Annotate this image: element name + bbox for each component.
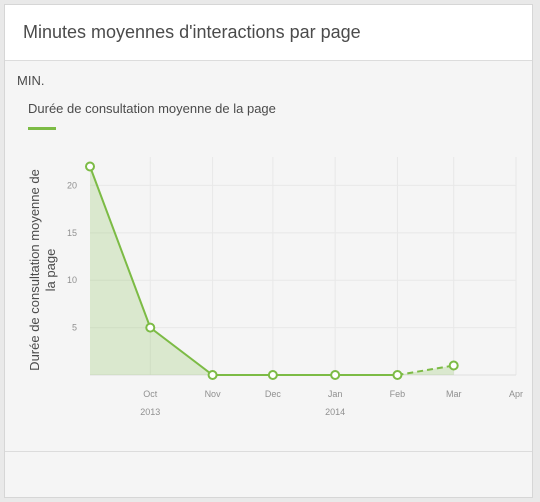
x-tick-label: Mar bbox=[446, 389, 462, 399]
data-point bbox=[448, 360, 459, 371]
unit-label: MIN. bbox=[17, 73, 45, 88]
x-tick-year-label: 2014 bbox=[325, 407, 345, 417]
data-point bbox=[330, 370, 341, 380]
legend-label: Durée de consultation moyenne de la page bbox=[28, 101, 276, 116]
series-area bbox=[90, 166, 454, 375]
data-point bbox=[267, 370, 278, 380]
y-axis-title-line-2: la page bbox=[43, 249, 58, 292]
y-axis-title: Durée de consultation moyenne de la page bbox=[27, 169, 58, 371]
y-tick-label: 10 bbox=[67, 275, 77, 285]
y-tick-label: 15 bbox=[67, 228, 77, 238]
x-tick-year-label: 2013 bbox=[140, 407, 160, 417]
x-tick-label: Oct bbox=[143, 389, 158, 399]
card-footer bbox=[5, 451, 532, 452]
data-point bbox=[85, 161, 95, 172]
card-title: Minutes moyennes d'interactions par page bbox=[23, 22, 361, 42]
chart-legend: Durée de consultation moyenne de la page bbox=[28, 101, 276, 130]
data-point bbox=[145, 322, 156, 333]
y-tick-label: 20 bbox=[67, 180, 77, 190]
x-tick-label: Jan bbox=[328, 389, 343, 399]
chart-card: Minutes moyennes d'interactions par page bbox=[4, 4, 533, 498]
y-axis-title-line-1: Durée de consultation moyenne de bbox=[27, 169, 42, 371]
legend-swatch bbox=[28, 127, 56, 130]
x-tick-label: Feb bbox=[390, 389, 406, 399]
x-tick-label: Dec bbox=[265, 389, 282, 399]
series-line bbox=[89, 166, 398, 376]
card-header: Minutes moyennes d'interactions par page bbox=[5, 5, 532, 61]
x-tick-label: Apr bbox=[509, 389, 523, 399]
data-point bbox=[207, 370, 218, 380]
data-point bbox=[392, 370, 403, 380]
y-tick-label: 5 bbox=[72, 323, 77, 333]
x-tick-label: Nov bbox=[205, 389, 222, 399]
